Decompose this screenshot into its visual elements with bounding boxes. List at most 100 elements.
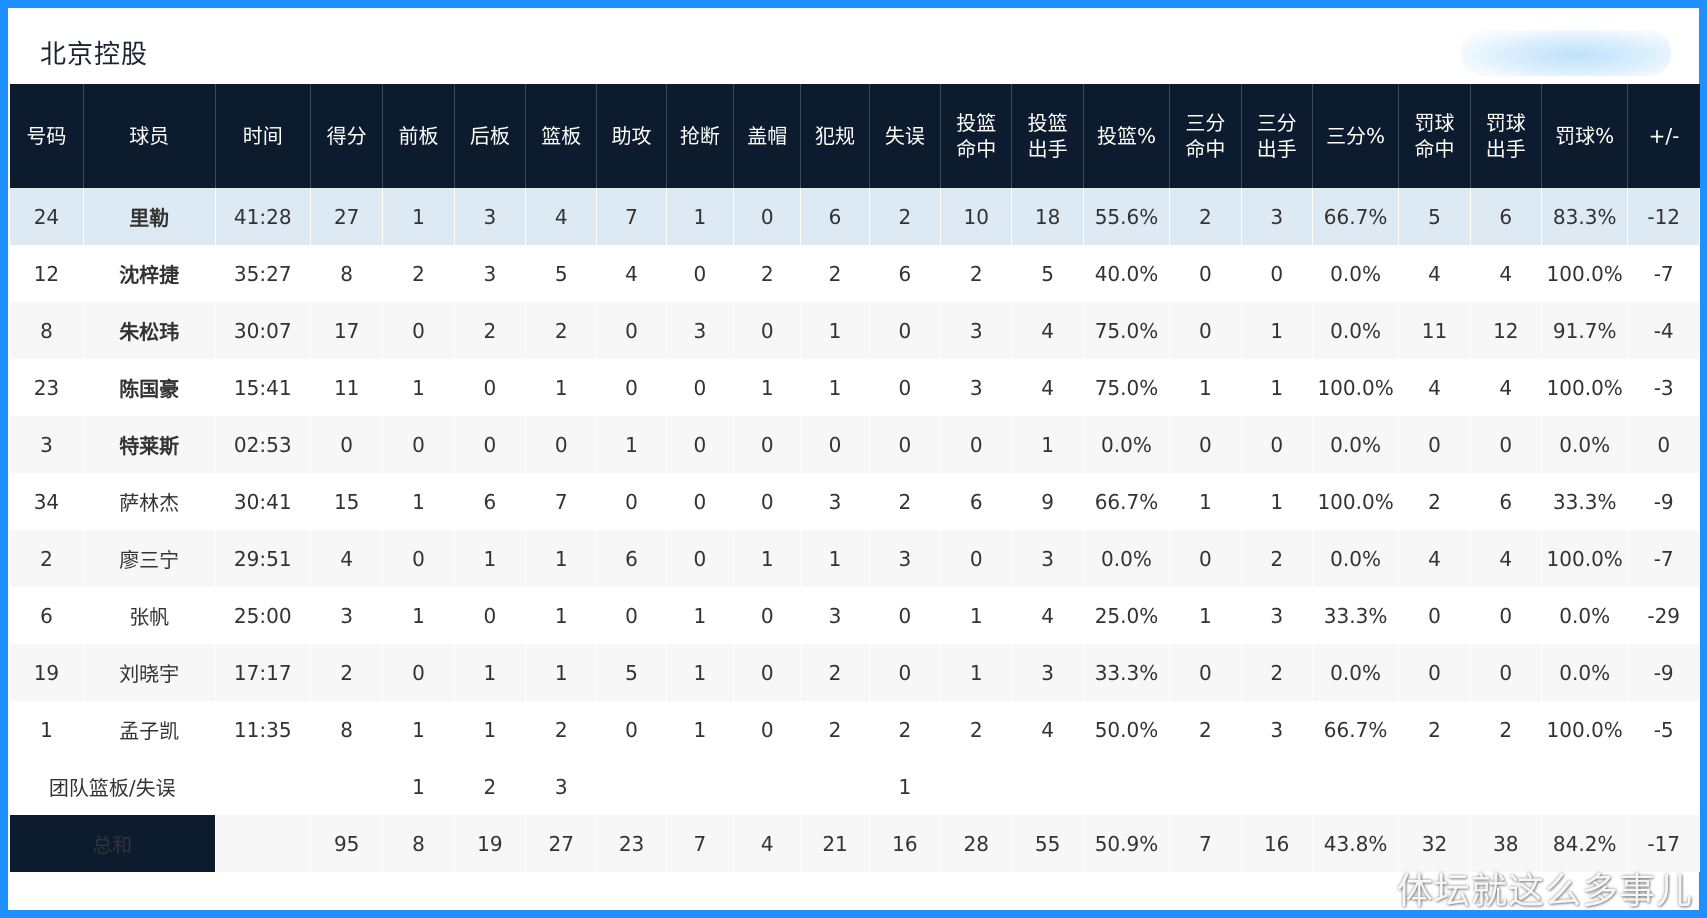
column-header[interactable]: 罚球 出手 (1470, 84, 1542, 188)
stat-cell: 1 (454, 530, 527, 587)
stat-cell: 2 (1470, 701, 1542, 758)
stat-cell: 2 (310, 644, 384, 701)
player-name[interactable]: 张帆 (83, 587, 216, 644)
stat-cell: 35:27 (215, 245, 311, 302)
stat-cell: 0 (454, 587, 527, 644)
stat-cell: 1 (1241, 302, 1313, 359)
stat-cell: 0 (869, 644, 942, 701)
column-header[interactable]: 罚球 命中 (1398, 84, 1471, 188)
column-header[interactable]: 三分 出手 (1241, 84, 1313, 188)
column-header[interactable]: 罚球% (1541, 84, 1629, 188)
stat-cell: 0 (733, 473, 802, 530)
stat-cell (1398, 758, 1471, 815)
player-name[interactable]: 萨林杰 (83, 473, 216, 530)
stat-cell: 0 (1169, 530, 1242, 587)
stat-cell: 83.3% (1541, 188, 1629, 245)
stat-cell: 27 (525, 815, 598, 872)
column-header[interactable]: 投篮 命中 (940, 84, 1013, 188)
stat-cell: 100.0% (1541, 701, 1629, 758)
team-tab[interactable]: 北京控股 (32, 30, 157, 88)
column-header[interactable]: 犯规 (800, 84, 870, 188)
stat-cell: 7 (1169, 815, 1242, 872)
column-header[interactable]: 失误 (869, 84, 942, 188)
column-header[interactable]: 投篮% (1083, 84, 1171, 188)
stat-cell: 0 (940, 530, 1013, 587)
stat-cell: 16 (1241, 815, 1313, 872)
player-row[interactable]: 1 孟子凯 11:35 8 1 1 2 0 1 0 2 2 2 4 50.0% 2 3 66.7% 2 2 100.0%… (10, 701, 1700, 758)
header-row: 号码 球员 时间 得分 前板 后板 篮板 助攻 抢断 盖帽 犯规 失误 投篮 命中 投篮 出手 投篮% 三分 命中三… (10, 84, 1700, 188)
stat-cell (1241, 758, 1313, 815)
total-label: 总和 (10, 815, 216, 872)
player-name[interactable]: 里勒 (83, 188, 216, 245)
stat-cell: 7 (525, 473, 598, 530)
stat-cell: 1 (1169, 473, 1242, 530)
stat-cell: 0 (596, 701, 667, 758)
stat-cell: 0 (382, 644, 455, 701)
player-name[interactable]: 廖三宁 (83, 530, 216, 587)
stat-cell: 0 (1398, 587, 1471, 644)
column-header[interactable]: 得分 (310, 84, 384, 188)
stat-cell: 11 (1398, 302, 1471, 359)
stat-cell: 4 (1398, 245, 1471, 302)
stat-cell: 5 (1011, 245, 1084, 302)
stat-cell: -4 (1627, 302, 1700, 359)
column-header[interactable]: 投篮 出手 (1011, 84, 1084, 188)
column-header[interactable]: 助攻 (596, 84, 667, 188)
stat-cell: 6 (454, 473, 527, 530)
stat-cell: 0.0% (1312, 245, 1400, 302)
player-row[interactable]: 24 里勒 41:28 27 1 3 4 7 1 0 6 2 10 18 55.6% 2 3 66.7% 5 6 83.… (10, 188, 1700, 245)
column-header[interactable]: 号码 (10, 84, 84, 188)
player-name[interactable]: 孟子凯 (83, 701, 216, 758)
stat-cell: 0 (940, 416, 1013, 473)
column-header[interactable]: 球员 (83, 84, 216, 188)
player-name[interactable]: 沈梓捷 (83, 245, 216, 302)
player-name[interactable]: 朱松玮 (83, 302, 216, 359)
column-header[interactable]: 三分 命中 (1169, 84, 1242, 188)
stat-cell (596, 758, 667, 815)
stat-cell: 0.0% (1312, 530, 1400, 587)
player-name[interactable]: 刘晓宇 (83, 644, 216, 701)
player-row[interactable]: 2 廖三宁 29:51 4 0 1 1 6 0 1 1 3 0 3 0.0% 0 2 0.0% 4 4 100.0% -7 (10, 530, 1700, 587)
player-row[interactable]: 3 特莱斯 02:53 0 0 0 0 1 0 0 0 0 0 1 0.0% 0 0 0.0% 0 0 0.0% 0 (10, 416, 1700, 473)
stat-cell: 8 (310, 245, 384, 302)
stat-cell: 1 (525, 359, 598, 416)
stat-cell: 1 (10, 701, 84, 758)
column-header[interactable]: 时间 (215, 84, 311, 188)
player-row[interactable]: 8 朱松玮 30:07 17 0 2 2 0 3 0 1 0 3 4 75.0% 0 1 0.0% 11 12 91.7… (10, 302, 1700, 359)
stat-cell: 1 (666, 644, 735, 701)
column-header[interactable]: 三分% (1312, 84, 1400, 188)
player-row[interactable]: 12 沈梓捷 35:27 8 2 3 5 4 0 2 2 6 2 5 40.0% 0 0 0.0% 4 4 100.0%… (10, 245, 1700, 302)
stat-cell: 95 (310, 815, 384, 872)
column-header[interactable]: 前板 (382, 84, 455, 188)
stat-cell: 0.0% (1541, 416, 1629, 473)
player-name[interactable]: 陈国豪 (83, 359, 216, 416)
stat-cell: 0.0% (1083, 530, 1171, 587)
stat-cell: 24 (10, 188, 84, 245)
player-row[interactable]: 34 萨林杰 30:41 15 1 6 7 0 0 0 3 2 6 9 66.7% 1 1 100.0% 2 6 33.… (10, 473, 1700, 530)
stat-cell: 4 (1011, 359, 1084, 416)
stat-cell: 40.0% (1083, 245, 1171, 302)
stat-cell (1169, 758, 1242, 815)
stat-cell: 2 (800, 245, 870, 302)
column-header[interactable]: 篮板 (525, 84, 598, 188)
column-header[interactable]: 盖帽 (733, 84, 802, 188)
column-header[interactable]: 抢断 (666, 84, 735, 188)
stat-cell: 33.3% (1541, 473, 1629, 530)
column-header[interactable]: 后板 (454, 84, 527, 188)
player-row[interactable]: 23 陈国豪 15:41 11 1 0 1 0 0 1 1 0 3 4 75.0% 1 1 100.0% 4 4 100… (10, 359, 1700, 416)
stat-cell: 2 (940, 701, 1013, 758)
stat-cell (1011, 758, 1084, 815)
team-title: 北京控股 (32, 30, 157, 88)
stat-cell: 17:17 (215, 644, 311, 701)
stat-cell: 29:51 (215, 530, 311, 587)
stat-cell: 1 (525, 530, 598, 587)
player-name[interactable]: 特莱斯 (83, 416, 216, 473)
stat-cell: 15:41 (215, 359, 311, 416)
stat-cell: 10 (940, 188, 1013, 245)
player-row[interactable]: 19 刘晓宇 17:17 2 0 1 1 5 1 0 2 0 1 3 33.3% 0 2 0.0% 0 0 0.0% -9 (10, 644, 1700, 701)
column-header[interactable]: +/- (1627, 84, 1700, 188)
stat-cell: 5 (596, 644, 667, 701)
stat-cell: 11:35 (215, 701, 311, 758)
player-row[interactable]: 6 张帆 25:00 3 1 0 1 0 1 0 3 0 1 4 25.0% 1 3 33.3% 0 0 0.0% -29 (10, 587, 1700, 644)
stat-cell: 0 (733, 416, 802, 473)
